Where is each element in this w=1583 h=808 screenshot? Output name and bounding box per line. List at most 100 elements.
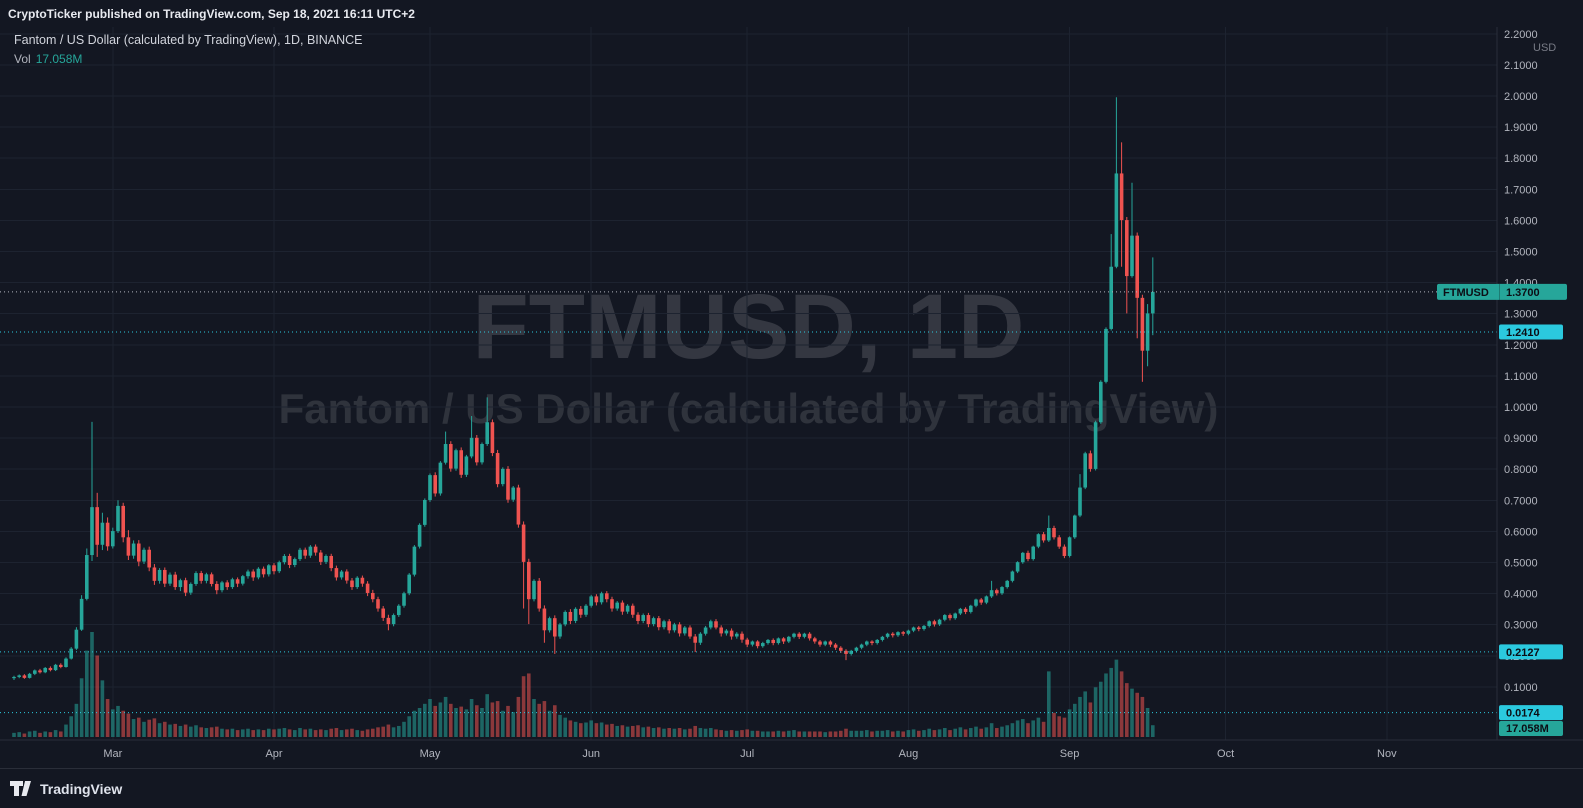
volume-bar	[469, 699, 474, 737]
candle	[189, 583, 193, 593]
price-level-badge-value: 0.0174	[1506, 708, 1541, 720]
price-axis[interactable]	[1497, 27, 1583, 740]
candle	[719, 627, 723, 634]
candle	[38, 670, 42, 673]
candle	[449, 444, 453, 469]
volume-bar	[589, 720, 593, 737]
price-level-badge-value: 0.2127	[1506, 647, 1540, 659]
candle	[261, 568, 266, 575]
price-level-badge	[1499, 705, 1563, 721]
candle	[495, 453, 500, 485]
tradingview-logo-icon[interactable]	[10, 780, 32, 797]
candle	[183, 580, 188, 593]
candle	[667, 621, 671, 631]
volume-bar	[371, 728, 375, 737]
volume-bar	[896, 730, 900, 737]
candle	[761, 643, 765, 647]
candle	[735, 633, 739, 637]
candle	[922, 625, 926, 630]
volume-bar	[163, 721, 167, 737]
candle	[1093, 422, 1098, 469]
candle	[64, 658, 68, 667]
candle	[781, 638, 786, 642]
volume-bar	[1036, 717, 1041, 737]
volume-bar	[667, 728, 671, 737]
volume-bar	[506, 705, 510, 737]
price-tick-label: 1.5000	[1504, 247, 1538, 259]
candle	[246, 571, 250, 577]
candle	[464, 456, 469, 475]
volume-bar	[376, 727, 380, 737]
candle	[870, 641, 874, 644]
volume-bar	[386, 724, 391, 737]
volume-bar	[345, 729, 349, 737]
volume-bar	[22, 733, 27, 737]
price-chart-canvas[interactable]: 2.2000 2.1000 2.0000 1.9000 1.8000 1.7000 1.60…	[0, 27, 1583, 768]
volume-bar	[1005, 725, 1009, 737]
candle	[391, 615, 396, 625]
candle	[412, 546, 417, 575]
volume-bar	[59, 731, 63, 737]
volume-bar	[137, 717, 141, 737]
candle	[1052, 527, 1056, 538]
candle	[287, 555, 292, 565]
candle	[459, 450, 463, 475]
chart-area[interactable]: FTMUSD, 1D Fantom / US Dollar (calculate…	[0, 27, 1583, 768]
candle	[407, 574, 411, 594]
volume-bar	[516, 696, 521, 737]
volume-bar	[272, 729, 276, 737]
volume-bar	[33, 730, 37, 737]
volume-bar	[173, 723, 177, 737]
volume-bar	[95, 655, 99, 737]
footer: TradingView	[0, 768, 1583, 808]
candle	[1000, 587, 1004, 594]
candle	[1099, 381, 1103, 423]
candle	[963, 608, 968, 612]
volume-bar	[230, 728, 235, 737]
candle	[1125, 220, 1129, 277]
volume-bar	[625, 726, 630, 737]
volume-bar	[1067, 709, 1072, 737]
volume-bar	[781, 731, 786, 737]
candle	[241, 576, 245, 584]
tradingview-brand[interactable]: TradingView	[40, 780, 123, 797]
volume-bar	[802, 731, 807, 737]
candle	[381, 608, 385, 618]
volume-bar	[215, 726, 219, 737]
candle	[53, 664, 58, 671]
volume-bar	[100, 680, 105, 737]
candle	[807, 633, 812, 639]
candle	[709, 621, 713, 628]
volume-bar	[1099, 681, 1103, 737]
volume-bar	[1140, 696, 1145, 737]
candle	[802, 633, 807, 637]
volume-bar	[537, 703, 541, 737]
volume-bar	[241, 729, 245, 737]
candle	[345, 571, 349, 581]
volume-bar	[1083, 691, 1087, 737]
candle	[79, 598, 84, 630]
volume-bar	[859, 730, 864, 737]
badge-divider	[1499, 283, 1500, 300]
candle	[740, 633, 744, 640]
volume-bar	[573, 721, 578, 737]
time-tick-label: Sep	[1060, 748, 1080, 760]
volume-bar	[568, 720, 573, 737]
candle	[979, 599, 983, 603]
volume-bar	[79, 678, 84, 737]
volume-bar	[1062, 717, 1067, 737]
candle	[771, 639, 775, 644]
volume-bar	[324, 730, 328, 737]
volume-bar	[485, 694, 489, 737]
candle	[105, 522, 110, 547]
candle	[121, 505, 125, 538]
candle	[1047, 527, 1051, 541]
candle	[745, 639, 749, 645]
candle	[85, 555, 89, 599]
candle	[1036, 534, 1041, 547]
candle	[683, 627, 687, 634]
volume-bar	[199, 727, 203, 737]
time-axis[interactable]	[0, 740, 1583, 768]
candle	[1151, 291, 1155, 314]
candle	[423, 499, 427, 525]
